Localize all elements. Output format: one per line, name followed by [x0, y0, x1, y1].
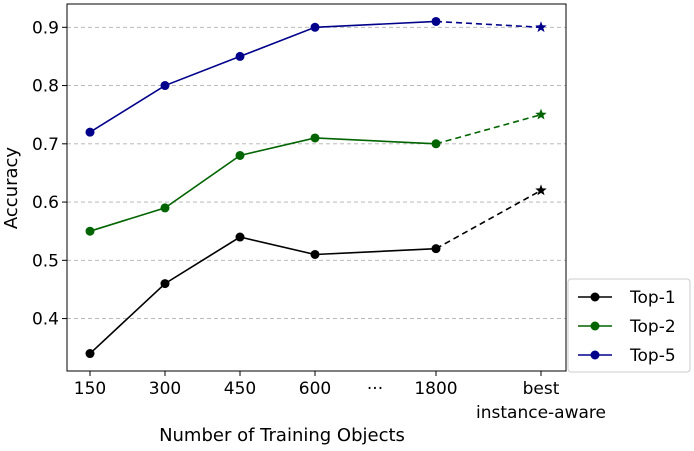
x-axis: 150 300 450 600 ··· 1800 best instance-aware [74, 371, 606, 423]
x-tick-label: 450 [224, 379, 256, 399]
series-best-dashed-top-2 [435, 113, 542, 145]
data-point [431, 139, 441, 149]
data-point [160, 81, 170, 91]
x-tick-label: 150 [74, 379, 106, 399]
best-instance-aware-star [535, 21, 547, 33]
series-best-dashed-top-1 [435, 189, 542, 250]
plot-frame [66, 3, 567, 372]
data-point [85, 127, 95, 137]
y-tick-label: 0.6 [32, 193, 59, 213]
y-tick-label: 0.8 [32, 77, 59, 97]
y-tick-label: 0.5 [32, 251, 59, 271]
series-line-top-1 [89, 236, 437, 355]
data-point [310, 249, 320, 259]
legend-label: Top-1 [629, 288, 676, 308]
data-point [85, 226, 95, 236]
x-tick-label: 600 [299, 379, 331, 399]
data-point [235, 232, 245, 242]
y-tick-label: 0.9 [32, 18, 59, 38]
x-tick-sublabel: instance-aware [476, 403, 606, 423]
data-point [235, 150, 245, 160]
y-axis-label: Accuracy [1, 147, 22, 230]
x-tick-label: ··· [367, 379, 383, 399]
series-line-top-2 [89, 137, 437, 232]
y-axis: 0.4 0.5 0.6 0.7 0.8 0.9 [32, 18, 67, 330]
x-tick-label: 1800 [414, 379, 457, 399]
best-instance-aware-star [535, 108, 547, 120]
best-instance-aware-star [535, 184, 547, 196]
data-point [310, 22, 320, 32]
data-point [431, 16, 441, 26]
data-point [310, 133, 320, 143]
data-point [235, 51, 245, 61]
x-axis-label: Number of Training Objects [159, 425, 405, 446]
legend-frame [567, 278, 691, 373]
data-point [160, 279, 170, 289]
legend-marker [590, 350, 600, 360]
series-layer [85, 16, 547, 359]
series-line-top-5 [89, 20, 437, 133]
legend-marker [590, 321, 600, 331]
legend-label: Top-5 [629, 346, 676, 366]
y-tick-label: 0.4 [32, 310, 59, 330]
grid-lines [67, 26, 566, 319]
legend: Top-1 Top-2 Top-5 [567, 278, 691, 373]
data-point [431, 244, 441, 254]
data-point [85, 349, 95, 359]
legend-label: Top-2 [629, 317, 676, 337]
data-point [160, 203, 170, 213]
y-tick-label: 0.7 [32, 135, 59, 155]
x-tick-label: 300 [149, 379, 181, 399]
x-tick-label: best [523, 379, 560, 399]
legend-marker [590, 292, 600, 302]
series-best-dashed-top-5 [435, 20, 542, 29]
